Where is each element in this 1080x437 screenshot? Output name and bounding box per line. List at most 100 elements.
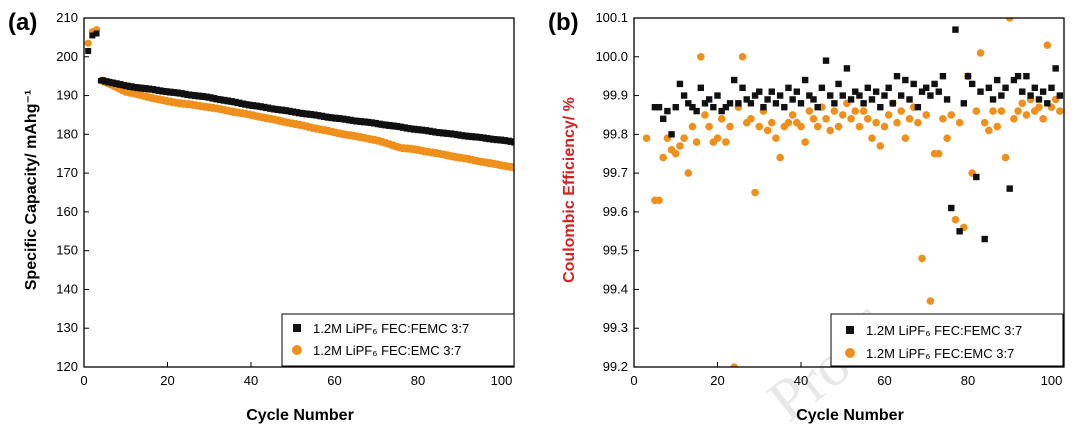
panel-b-point-fecfemc <box>797 100 805 107</box>
panel-b-point-fecfemc <box>960 100 968 107</box>
panel-b-point-fecemc <box>680 134 688 143</box>
panel-a-y-tick-label: 140 <box>56 281 78 296</box>
panel-a-frame <box>83 17 515 368</box>
panel-b-point-fecfemc <box>1052 65 1059 72</box>
panel-b-point-fecemc <box>717 115 726 123</box>
panel-b-point-fecfemc <box>968 80 976 88</box>
panel-b-point-fecemc <box>696 52 705 61</box>
panel-a-x-axis-label: Cycle Number <box>246 407 354 424</box>
panel-b-point-fecemc <box>738 52 747 61</box>
panel-b-point-fecemc <box>684 169 693 177</box>
panel-b-point-fecfemc <box>1006 185 1013 192</box>
panel-b-point-fecfemc <box>801 76 809 84</box>
panel-b-point-fecemc <box>730 363 738 367</box>
panel-a-legend-marker-fecemc <box>292 345 302 355</box>
panel-a-point-fecfemc <box>89 32 96 39</box>
panel-b-point-fecemc <box>655 196 663 205</box>
panel-b-point-fecfemc <box>814 103 821 111</box>
panel-b-point-fecfemc <box>776 92 784 99</box>
panel-b-point-fecfemc <box>948 204 955 212</box>
panel-b-point-fecfemc <box>994 76 1001 84</box>
panel-b-point-fecemc <box>805 107 814 115</box>
panel-b-point-fecfemc <box>730 76 738 84</box>
panel-b-point-fecemc <box>797 122 805 131</box>
panel-b-point-fecfemc <box>918 88 926 95</box>
panel-b-point-fecfemc <box>722 103 730 111</box>
panel-b-point-fecemc <box>701 111 709 119</box>
panel-b-point-fecemc <box>901 134 910 143</box>
panel-b-point-fecemc <box>692 138 701 146</box>
panel-b-y-tick-label: 99.5 <box>603 243 628 258</box>
panel-b-point-fecemc <box>822 115 830 123</box>
panel-b-point-fecemc <box>767 118 776 127</box>
panel-b-point-fecfemc <box>714 92 721 99</box>
panel-b-point-fecfemc <box>1002 84 1009 91</box>
panel-b-point-fecfemc <box>768 88 775 95</box>
panel-b-point-fecemc <box>884 111 893 119</box>
panel-b-point-fecemc <box>834 122 843 131</box>
panel-a-y-tick-label: 120 <box>56 359 78 374</box>
panel-b-point-fecemc <box>855 122 864 131</box>
panel-a-x-tick-label: 80 <box>411 373 425 388</box>
panel-b-point-fecemc <box>763 126 772 135</box>
panel-b-point-fecfemc <box>1044 100 1051 107</box>
panel-b-point-fecfemc <box>1048 84 1055 91</box>
panel-b-point-fecfemc <box>856 92 863 99</box>
panel-a-legend-label-fecfemc: 1.2M LiPF₆ FEC:FEMC 3:7 <box>313 321 469 336</box>
panel-b-y-axis-label: Coulombic Efficiency/ % <box>561 97 578 283</box>
panel-b-point-fecfemc <box>747 100 755 107</box>
panel-a-point-fecemc <box>510 164 514 172</box>
panel-b-point-fecemc <box>1035 103 1043 111</box>
panel-b-point-fecemc <box>1001 153 1010 162</box>
panel-b-point-fecemc <box>772 134 780 143</box>
panel-b-point-fecfemc <box>735 100 742 107</box>
panel-b-legend-marker-fecemc <box>845 348 855 358</box>
panel-a-legend-frame <box>281 313 515 367</box>
panel-b-point-fecemc <box>859 107 868 115</box>
panel-b-label: (b) <box>548 9 579 36</box>
panel-b-y-tick-label: 99.8 <box>603 126 628 141</box>
panel-b-point-fecfemc <box>906 96 913 103</box>
panel-b-point-fecfemc <box>1031 84 1038 91</box>
panel-a-x-tick-label: 100 <box>491 373 513 388</box>
panel-b-point-fecfemc <box>718 107 725 115</box>
panel-b-point-fecemc <box>1043 41 1052 49</box>
panel-b-point-fecemc <box>642 134 651 143</box>
panel-b-point-fecemc <box>1056 107 1064 115</box>
panel-b-point-fecfemc <box>973 173 980 181</box>
panel-b-y-tick-label: 99.6 <box>603 204 628 219</box>
panel-b-point-fecfemc <box>885 84 892 91</box>
panel-a-point-fecfemc <box>93 30 100 37</box>
panel-b-point-fecfemc <box>1019 88 1026 95</box>
panel-b: (b) Cycle Number Coulombic Efficiency/ %… <box>548 9 1065 424</box>
panel-b-point-fecemc <box>755 122 764 131</box>
panel-b-point-fecfemc <box>902 76 909 84</box>
panel-a-x-tick-label: 40 <box>244 373 258 388</box>
panel-b-point-fecfemc <box>981 235 988 243</box>
panel-b-y-tick-label: 99.3 <box>603 320 628 335</box>
panel-b-point-fecemc <box>997 107 1006 115</box>
panel-b-point-fecfemc <box>693 107 700 115</box>
panel-b-point-fecemc <box>893 118 901 127</box>
panel-b-point-fecemc <box>947 111 956 119</box>
panel-b-point-fecfemc <box>655 103 663 111</box>
panel-b-point-fecfemc <box>923 84 930 91</box>
panel-b-x-tick-label: 0 <box>630 373 637 388</box>
panel-a-legend-label-fecemc: 1.2M LiPF₆ FEC:EMC 3:7 <box>313 343 461 358</box>
panel-a-y-ticks: 120 130 140 150 160 170 180 190 200 210 <box>56 10 89 374</box>
panel-b-point-fecemc <box>659 153 668 162</box>
panel-b-point-fecfemc <box>760 103 767 111</box>
panel-b-point-fecemc <box>926 297 935 305</box>
panel-a-x-ticks: 0 20 40 60 80 100 <box>80 362 512 388</box>
panel-b-point-fecfemc <box>827 92 834 99</box>
panel-b-point-fecemc <box>784 118 793 127</box>
panel-a-x-tick-label: 0 <box>80 373 87 388</box>
panel-b-point-fecemc <box>863 115 872 123</box>
panel-a-y-tick-label: 160 <box>56 204 78 219</box>
panel-b-point-fecemc <box>751 188 759 197</box>
panel-b-point-fecemc <box>868 134 876 143</box>
panel-b-point-fecemc <box>955 118 964 127</box>
panel-a-y-tick-label: 210 <box>56 10 78 25</box>
